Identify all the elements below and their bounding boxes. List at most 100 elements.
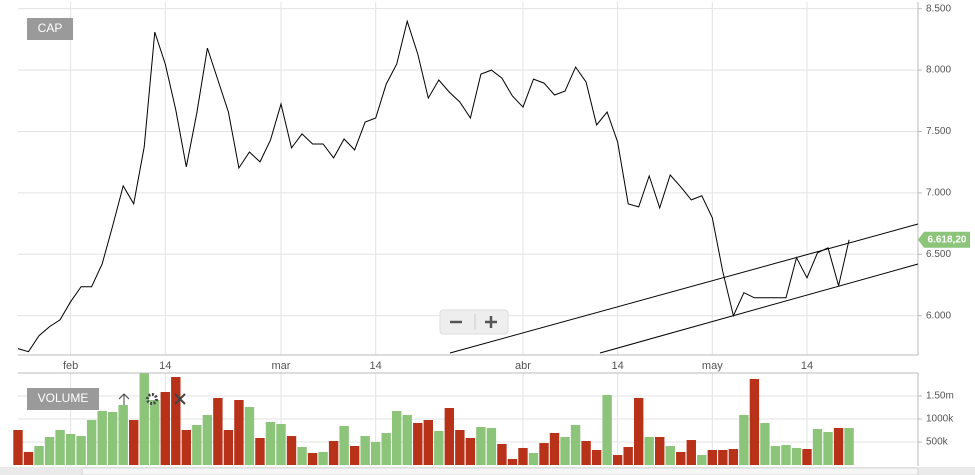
volume-bar [560,436,570,465]
volume-bar [444,408,455,465]
volume-bar [570,424,581,465]
volume-bar [465,437,476,465]
volume-bar [718,450,728,465]
volume-bar [591,450,602,465]
volume-bar [139,373,149,465]
volume-bar [86,420,97,465]
volume-bar [381,432,391,465]
settings-icon[interactable] [146,393,158,405]
channel-upper [449,223,919,354]
channel-lower [599,263,919,354]
volume-bar [318,451,328,465]
zoom-control[interactable] [439,309,509,335]
volume-bar [434,431,444,465]
y-tick-label: 8.500 [926,3,951,14]
volume-label-box [27,388,99,410]
volume-bar [171,377,181,465]
volume-bar [97,410,107,465]
volume-tick-label: 1000k [926,414,954,425]
scrollbar-thumb[interactable] [81,467,919,475]
x-tick-label: mar [272,360,291,372]
volume-bar [276,424,286,465]
volume-bar [749,378,760,465]
volume-bar [307,452,318,465]
last-price-tag [918,231,970,248]
volume-bar [413,423,423,465]
volume-bar [623,447,633,465]
x-tick-label: abr [515,360,531,372]
volume-bar [823,432,833,465]
volume-bar [13,429,23,465]
volume-tick-label: 1.50m [926,391,954,402]
volume-bar [244,406,255,465]
x-tick-label: 14 [159,360,171,372]
volume-bar [602,394,612,465]
volume-bar [44,436,55,465]
price-label-box [27,18,73,40]
volume-bar [402,414,412,465]
volume-bar [581,440,591,465]
volume-bar [23,451,34,465]
price-title: CAP [38,21,63,35]
volume-bar [339,425,349,465]
volume-bar [802,448,812,465]
volume-bar [612,455,623,465]
volume-bar [202,414,213,465]
volume-bar [528,452,539,465]
volume-bar [265,421,276,465]
volume-bar [213,397,223,465]
volume-bar [423,420,433,465]
close-icon[interactable] [174,393,186,405]
volume-bar [107,412,118,465]
volume-bar [255,437,265,465]
volume-bar [360,436,370,465]
volume-tools[interactable] [118,393,186,405]
volume-bar [486,428,497,465]
y-tick-label: 6.000 [926,310,951,321]
volume-bar [833,428,844,465]
move-up-icon[interactable] [118,393,130,405]
volume-bar [644,436,654,465]
volume-bar [686,440,696,465]
volume-bar [349,446,360,465]
volume-bar [34,446,44,465]
volume-bar [707,450,718,465]
x-tick-label: feb [63,360,78,372]
volume-bar [728,448,739,465]
volume-bar [791,447,802,465]
x-tick-label: may [702,360,723,372]
x-tick-label: 14 [801,360,813,372]
volume-bar [770,446,781,465]
y-tick-label: 8.000 [926,65,951,76]
x-tick-label: 14 [370,360,382,372]
volume-tick-label: 500k [926,437,949,448]
volume-bar [549,432,560,465]
volume-bar [633,397,644,465]
zoom-in[interactable] [485,316,497,328]
volume-bar [655,436,665,465]
volume-bar [518,447,528,465]
volume-bar [697,455,707,465]
volume-bar [760,423,770,465]
volume-bar [192,424,202,465]
volume-bar [665,446,675,465]
volume-bar [160,391,170,465]
y-tick-label: 7.500 [926,126,951,137]
volume-bar [297,447,307,465]
y-tick-label: 6.500 [926,249,951,260]
volume-bar [76,436,86,465]
volume-bar [181,429,192,465]
volume-bar [497,443,507,465]
volume-bar [286,436,297,465]
plot-layer [13,19,854,465]
volume-bar [676,451,686,465]
x-tick-label: 14 [612,360,624,372]
volume-bar [739,414,749,465]
y-tick-label: 7.000 [926,188,951,199]
volume-bar [507,459,518,465]
last-price-label: 6.618,20 [928,234,967,245]
volume-bar [844,428,854,465]
volume-bar [150,400,160,465]
price-line [17,19,850,353]
